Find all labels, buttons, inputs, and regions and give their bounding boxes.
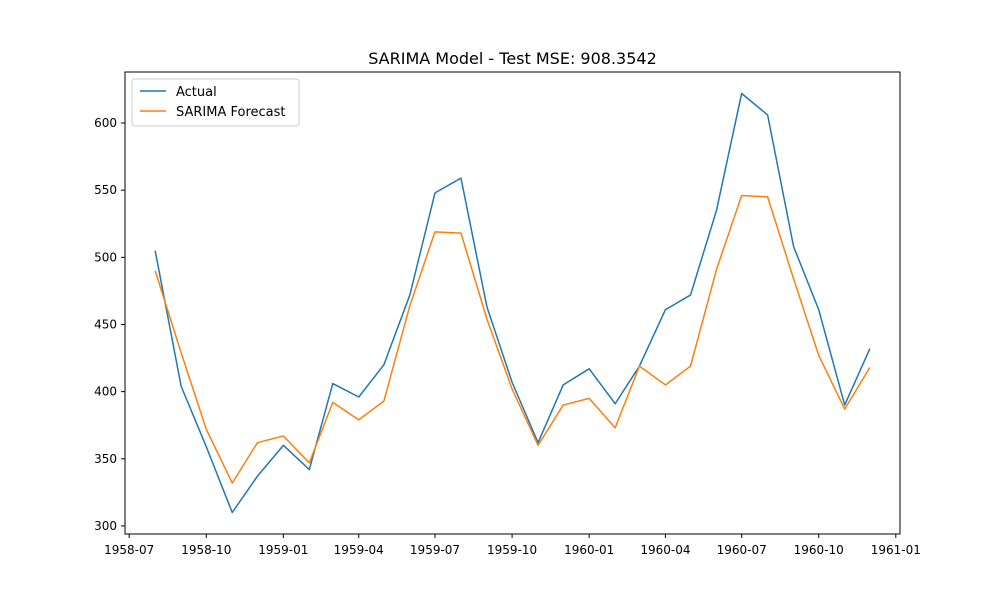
y-tick-label: 500 (94, 250, 117, 264)
legend-label-actual: Actual (176, 85, 217, 100)
x-tick-label: 1961-01 (871, 543, 921, 557)
plot-frame (124, 71, 901, 535)
series-layer (154, 92, 871, 514)
x-tick-label: 1960-04 (640, 543, 690, 557)
series-line-sarima-forecast (154, 194, 871, 484)
x-axis: 1958-07 1958-10 1959-01 1959-04 1959-07 1959-… (104, 534, 921, 557)
x-tick-label: 1958-07 (104, 543, 154, 557)
x-tick-label: 1959-04 (334, 543, 384, 557)
x-tick-label: 1959-07 (410, 543, 460, 557)
x-tick-label: 1959-01 (258, 543, 308, 557)
legend-label-forecast: SARIMA Forecast (176, 105, 286, 120)
x-tick-label: 1960-01 (564, 543, 614, 557)
x-tick-label: 1960-10 (794, 543, 844, 557)
legend: Actual SARIMA Forecast (131, 78, 300, 127)
y-tick-label: 550 (94, 183, 117, 197)
x-tick-label: 1959-10 (487, 543, 537, 557)
x-tick-label: 1960-07 (717, 543, 767, 557)
y-axis: 300 350 400 450 500 550 600 (94, 116, 125, 533)
y-tick-label: 600 (94, 116, 117, 130)
legend-box (131, 78, 300, 127)
chart-title: SARIMA Model - Test MSE: 908.3542 (368, 49, 657, 68)
series-line-actual (154, 92, 871, 514)
x-tick-label: 1958-10 (181, 543, 231, 557)
y-tick-label: 300 (94, 519, 117, 533)
y-tick-label: 450 (94, 317, 117, 331)
y-tick-label: 350 (94, 452, 117, 466)
y-tick-label: 400 (94, 385, 117, 399)
